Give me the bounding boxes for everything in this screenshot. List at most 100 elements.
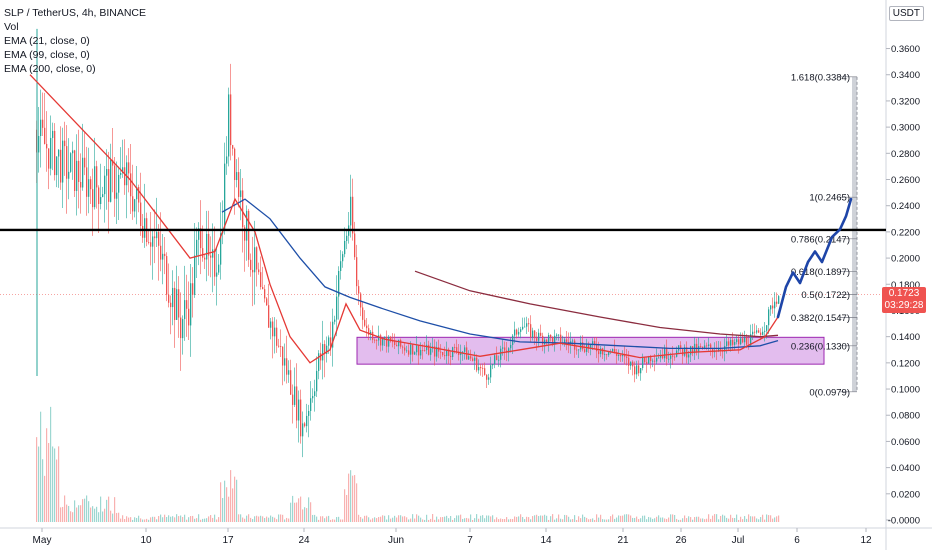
- volume-bar: [404, 516, 406, 522]
- volume-bar: [328, 515, 330, 522]
- candle-body: [434, 346, 436, 357]
- volume-bar: [744, 516, 746, 522]
- candle-body: [564, 339, 566, 343]
- volume-bar: [80, 505, 82, 522]
- candle-body: [540, 332, 542, 336]
- candle-body: [58, 149, 60, 157]
- candle-body: [100, 197, 102, 204]
- candle-body: [246, 210, 248, 241]
- candle-body: [660, 355, 662, 358]
- fib-level-label: 1(0.2465): [809, 193, 850, 204]
- candle-body: [260, 272, 262, 288]
- candle-body: [300, 399, 302, 437]
- candle-body: [590, 344, 592, 349]
- last-price-value: 0.1723: [888, 288, 920, 300]
- candle-body: [588, 344, 590, 349]
- volume-bar: [774, 517, 776, 522]
- candle-body: [50, 137, 52, 169]
- x-tick-label: 14: [540, 535, 552, 546]
- candle-body: [172, 287, 174, 308]
- candle-body: [732, 339, 734, 345]
- x-tick-label: Jun: [388, 535, 404, 546]
- candle-body: [336, 296, 338, 320]
- volume-bar: [438, 519, 440, 522]
- candle-body: [168, 294, 170, 303]
- y-tick-label: 0.0200: [891, 489, 920, 500]
- candle-body: [510, 344, 512, 349]
- candle-body: [532, 330, 534, 338]
- volume-bar: [512, 519, 514, 522]
- volume-bar: [204, 518, 206, 522]
- candle-body: [560, 334, 562, 344]
- volume-bar: [612, 514, 614, 522]
- volume-bar: [390, 518, 392, 522]
- projection-path: [776, 197, 853, 319]
- y-tick-label: 0.3000: [891, 123, 920, 134]
- volume-bar: [440, 517, 442, 522]
- volume-bar: [488, 515, 490, 522]
- candle-body: [626, 356, 628, 358]
- volume-bar: [126, 516, 128, 522]
- candle-body: [640, 368, 642, 374]
- candle-body: [290, 370, 292, 395]
- legend-symbol[interactable]: SLP / TetherUS, 4h, BINANCE: [4, 7, 147, 19]
- candle-body: [498, 359, 500, 361]
- candle-body: [122, 167, 124, 174]
- candle-body: [48, 148, 50, 169]
- candle-body: [340, 261, 342, 272]
- candle-body: [352, 196, 354, 234]
- volume-bar: [408, 519, 410, 522]
- candle-body: [550, 335, 552, 338]
- candle-body: [552, 337, 554, 344]
- volume-bar: [600, 514, 602, 522]
- candle-body: [114, 165, 116, 199]
- candle-body: [632, 361, 634, 367]
- legend-ema200[interactable]: EMA (200, close, 0): [4, 63, 96, 75]
- candle-body: [710, 344, 712, 349]
- candle-body: [144, 218, 146, 238]
- candle-body: [162, 253, 164, 260]
- candle-body: [556, 334, 558, 336]
- candle-body: [130, 173, 132, 197]
- volume-bar: [614, 518, 616, 522]
- candle-body: [278, 345, 280, 347]
- candle-body: [654, 360, 656, 362]
- candle-body: [600, 348, 602, 355]
- volume-bar: [362, 518, 364, 522]
- candle-body: [88, 179, 90, 197]
- volume-bar: [608, 519, 610, 522]
- candle-body: [704, 345, 706, 349]
- candle-body: [518, 331, 520, 335]
- volume-bar: [566, 515, 568, 522]
- volume-bar: [748, 514, 750, 522]
- candle-body: [462, 351, 464, 353]
- candle-body: [86, 167, 88, 197]
- candle-body: [140, 202, 142, 227]
- candle-body: [84, 157, 86, 168]
- legend-vol[interactable]: Vol: [4, 21, 19, 33]
- candle-body: [526, 323, 528, 327]
- volume-bar: [60, 507, 62, 522]
- legend-ema21[interactable]: EMA (21, close, 0): [4, 35, 90, 47]
- volume-bar: [266, 516, 268, 522]
- legend-ema99[interactable]: EMA (99, close, 0): [4, 49, 90, 61]
- volume-bar: [138, 515, 140, 522]
- candle-body: [354, 233, 356, 258]
- volume-bar: [186, 519, 188, 522]
- candle-body: [700, 346, 702, 347]
- volume-bar: [402, 516, 404, 522]
- volume-bar: [474, 518, 476, 522]
- volume-bar: [166, 517, 168, 522]
- candle-body: [736, 339, 738, 343]
- candle-body: [580, 342, 582, 350]
- volume-bar: [716, 514, 718, 522]
- volume-bar: [112, 513, 114, 522]
- currency-badge[interactable]: USDT: [888, 6, 924, 21]
- volume-bar: [264, 517, 266, 522]
- candle-body: [750, 334, 752, 346]
- candle-body: [350, 196, 352, 226]
- candle-body: [212, 249, 214, 258]
- volume-bar: [310, 502, 312, 522]
- volume-bar: [720, 515, 722, 522]
